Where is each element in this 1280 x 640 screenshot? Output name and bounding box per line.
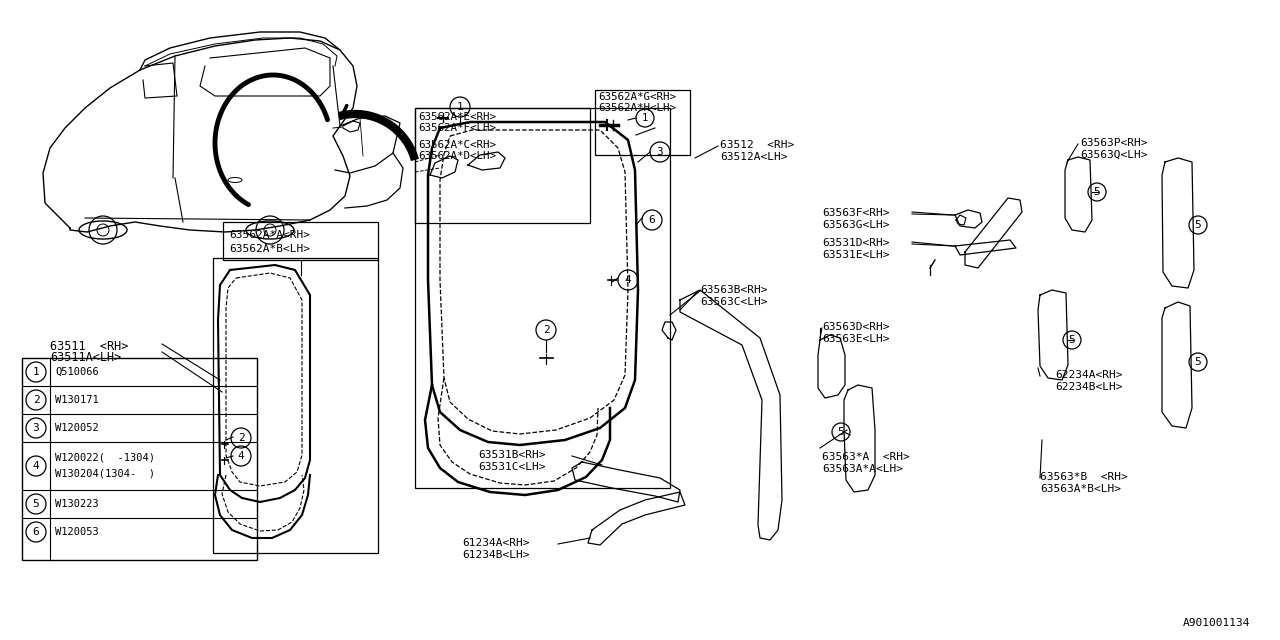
Text: 6: 6 bbox=[32, 527, 40, 537]
Text: 63563Q<LH>: 63563Q<LH> bbox=[1080, 150, 1147, 160]
Text: 63562A*F<LH>: 63562A*F<LH> bbox=[419, 123, 497, 133]
Text: 63563C<LH>: 63563C<LH> bbox=[700, 297, 768, 307]
Text: 63562A*E<RH>: 63562A*E<RH> bbox=[419, 112, 497, 122]
Text: 1: 1 bbox=[32, 367, 40, 377]
Text: 63562A*G<RH>: 63562A*G<RH> bbox=[598, 92, 676, 102]
Text: 63562A*C<RH>: 63562A*C<RH> bbox=[419, 140, 497, 150]
Text: 63563A*B<LH>: 63563A*B<LH> bbox=[1039, 484, 1121, 494]
Text: 63562A*B<LH>: 63562A*B<LH> bbox=[229, 244, 310, 254]
Text: 61234A<RH>: 61234A<RH> bbox=[462, 538, 530, 548]
Text: 6: 6 bbox=[649, 215, 655, 225]
Text: W130223: W130223 bbox=[55, 499, 99, 509]
Text: 63531B<RH>: 63531B<RH> bbox=[477, 450, 545, 460]
Text: W120052: W120052 bbox=[55, 423, 99, 433]
Text: 63563A*A<LH>: 63563A*A<LH> bbox=[822, 464, 902, 474]
Text: 2: 2 bbox=[32, 395, 40, 405]
Text: 63563*A  <RH>: 63563*A <RH> bbox=[822, 452, 910, 462]
Text: 4: 4 bbox=[625, 275, 631, 285]
Bar bbox=[212, 258, 378, 553]
Text: 62234B<LH>: 62234B<LH> bbox=[1055, 382, 1123, 392]
Text: 63563D<RH>: 63563D<RH> bbox=[822, 322, 890, 332]
Text: 63511  <RH>: 63511 <RH> bbox=[50, 340, 128, 353]
Text: 63563*B  <RH>: 63563*B <RH> bbox=[1039, 472, 1128, 482]
Text: 63562A*H<LH>: 63562A*H<LH> bbox=[598, 103, 676, 113]
Text: 5: 5 bbox=[32, 499, 40, 509]
Text: 2: 2 bbox=[543, 325, 549, 335]
Text: 1: 1 bbox=[641, 113, 648, 123]
Text: 63512A<LH>: 63512A<LH> bbox=[721, 152, 787, 162]
Text: 2: 2 bbox=[238, 433, 244, 443]
Text: 63562A*D<LH>: 63562A*D<LH> bbox=[419, 151, 497, 161]
Text: W120022(  -1304): W120022( -1304) bbox=[55, 452, 155, 462]
Text: 63512  <RH>: 63512 <RH> bbox=[721, 140, 795, 150]
Text: 63511A<LH>: 63511A<LH> bbox=[50, 351, 122, 364]
Text: 62234A<RH>: 62234A<RH> bbox=[1055, 370, 1123, 380]
Text: 1: 1 bbox=[457, 102, 463, 112]
Text: 5: 5 bbox=[1194, 220, 1202, 230]
Bar bbox=[595, 90, 690, 155]
Text: 3: 3 bbox=[657, 147, 663, 157]
Text: 63563G<LH>: 63563G<LH> bbox=[822, 220, 890, 230]
Text: 63563E<LH>: 63563E<LH> bbox=[822, 334, 890, 344]
Text: 61234B<LH>: 61234B<LH> bbox=[462, 550, 530, 560]
Bar bbox=[415, 108, 590, 223]
Text: 63563F<RH>: 63563F<RH> bbox=[822, 208, 890, 218]
Text: 63531C<LH>: 63531C<LH> bbox=[477, 462, 545, 472]
Text: 5: 5 bbox=[1194, 357, 1202, 367]
Text: 5: 5 bbox=[1093, 187, 1101, 197]
Text: 3: 3 bbox=[32, 423, 40, 433]
Text: W130204(1304-  ): W130204(1304- ) bbox=[55, 468, 155, 478]
Text: 63531D<RH>: 63531D<RH> bbox=[822, 238, 890, 248]
Text: A901001134: A901001134 bbox=[1183, 618, 1251, 628]
Text: 4: 4 bbox=[238, 451, 244, 461]
Text: 63531E<LH>: 63531E<LH> bbox=[822, 250, 890, 260]
Text: 63563P<RH>: 63563P<RH> bbox=[1080, 138, 1147, 148]
Text: 63562A*A<RH>: 63562A*A<RH> bbox=[229, 230, 310, 240]
Text: 5: 5 bbox=[837, 427, 845, 437]
Text: 5: 5 bbox=[1069, 335, 1075, 345]
Text: W120053: W120053 bbox=[55, 527, 99, 537]
Bar bbox=[22, 358, 257, 560]
Bar bbox=[415, 108, 669, 488]
Text: 4: 4 bbox=[32, 461, 40, 471]
Text: Q510066: Q510066 bbox=[55, 367, 99, 377]
Text: W130171: W130171 bbox=[55, 395, 99, 405]
Text: 63563B<RH>: 63563B<RH> bbox=[700, 285, 768, 295]
Bar bbox=[223, 222, 378, 260]
